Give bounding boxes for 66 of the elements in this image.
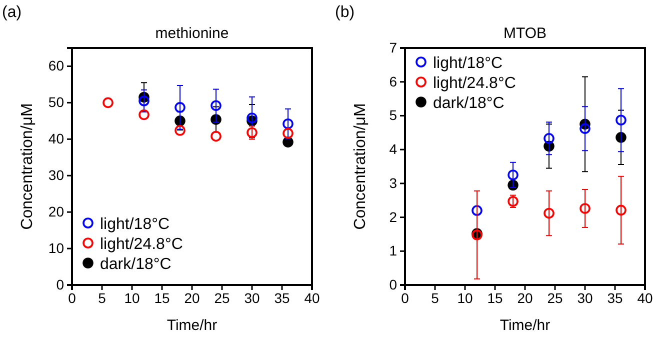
x-tick-label: 5 <box>431 290 440 306</box>
x-tick-label: 35 <box>274 290 290 306</box>
point <box>210 100 222 111</box>
x-tick-label: 25 <box>214 290 230 306</box>
legend-label: light/24.8°C <box>433 75 516 92</box>
point <box>616 114 626 126</box>
x-tick-label: 20 <box>517 290 533 306</box>
point <box>544 208 554 219</box>
y-tick-label: 10 <box>48 240 64 256</box>
point <box>174 125 186 136</box>
x-tick-label: 10 <box>124 290 140 306</box>
y-axis-title: Concentration/μM <box>19 103 36 230</box>
y-tick-label: 50 <box>48 94 64 110</box>
point <box>138 109 150 120</box>
x-tick-label: 10 <box>457 290 473 306</box>
y-tick-label: 6 <box>389 73 398 90</box>
x-axis-title: Time/hr <box>500 317 550 334</box>
point <box>616 204 626 216</box>
y-tick-label: 2 <box>389 208 398 225</box>
x-tick-label: 15 <box>487 290 503 306</box>
x-tick-label: 25 <box>547 290 563 306</box>
legend-label: light/18°C <box>433 55 503 72</box>
y-tick-label: 40 <box>48 130 64 147</box>
y-tick-label: 5 <box>389 107 398 124</box>
point <box>210 130 222 142</box>
x-tick-label: 35 <box>607 290 623 306</box>
point <box>580 123 590 134</box>
y-tick-label: 4 <box>389 141 398 158</box>
y-tick-label: 0 <box>56 276 64 292</box>
x-tick-label: 30 <box>244 290 260 306</box>
y-tick-label: 0 <box>389 276 398 292</box>
y-tick-label: 60 <box>48 58 64 74</box>
point <box>544 133 554 144</box>
chart-title: MTOB <box>503 25 547 42</box>
point <box>246 127 258 138</box>
legend-label: dark/18°C <box>100 256 172 273</box>
legend-label: light/18°C <box>100 216 170 233</box>
point <box>508 170 518 180</box>
x-tick-label: 20 <box>184 290 200 306</box>
y-tick-label: 1 <box>389 242 398 259</box>
x-tick-label: 40 <box>304 290 320 306</box>
y-axis-title: Concentration/μM <box>352 103 369 230</box>
y-tick-label: 3 <box>389 174 398 191</box>
point <box>580 203 590 214</box>
x-tick-label: 5 <box>98 290 106 306</box>
y-tick-label: 20 <box>48 204 64 220</box>
x-tick-label: 15 <box>154 290 170 306</box>
point <box>174 102 186 113</box>
chart-title: methionine <box>155 25 229 42</box>
point <box>102 97 114 108</box>
x-tick-label: 30 <box>577 290 593 306</box>
x-tick-label: 0 <box>401 290 410 306</box>
legend-label: dark/18°C <box>433 95 504 112</box>
point <box>246 112 258 124</box>
point <box>282 128 294 139</box>
y-tick-label: 7 <box>389 39 398 56</box>
text: (a) <box>2 4 22 21</box>
point <box>282 118 294 130</box>
x-axis-title: Time/hr <box>166 317 218 334</box>
point <box>472 205 482 216</box>
legend-label: light/24.8°C <box>100 236 183 253</box>
x-tick-label: 40 <box>637 290 653 306</box>
point <box>138 95 150 106</box>
x-tick-label: 0 <box>68 290 76 306</box>
text: (b) <box>335 4 355 21</box>
y-tick-label: 30 <box>48 167 64 184</box>
